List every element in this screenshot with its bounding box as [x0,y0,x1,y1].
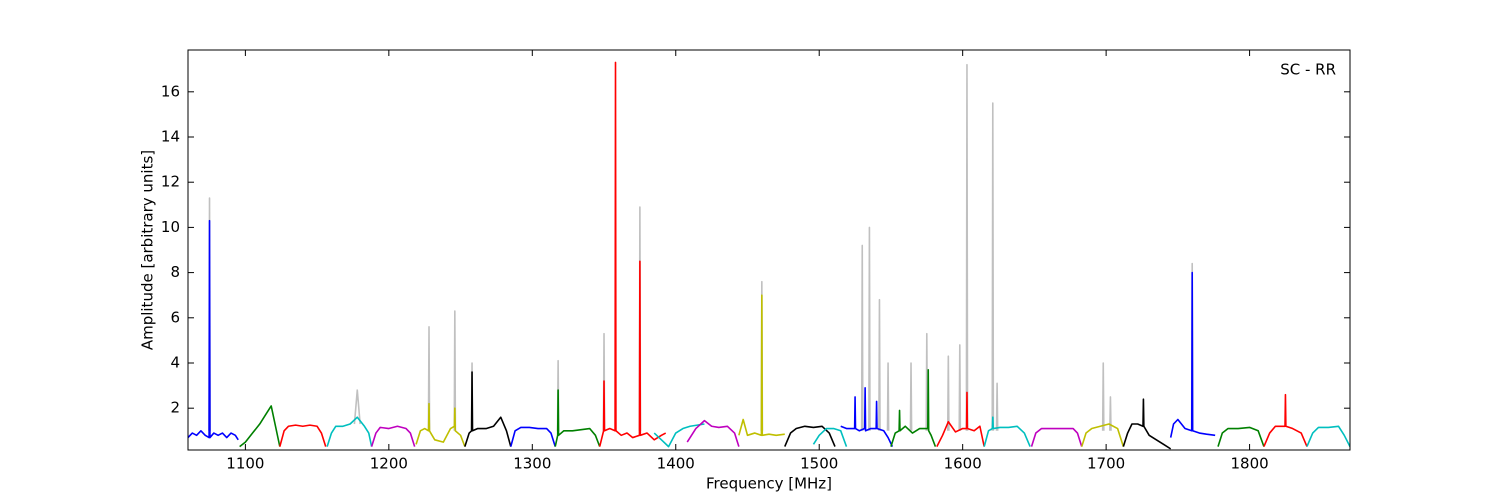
plot-area [188,61,1350,450]
y-tick-label: 14 [161,128,180,146]
spectrum-line [1217,426,1265,447]
spectrum-line [239,405,281,448]
y-tick-label: 6 [170,308,180,326]
spectrum-line [890,368,937,447]
spectrum-line [840,387,894,447]
x-axis-label: Frequency [MHz] [706,475,832,493]
x-tick-label: 1800 [1230,455,1268,473]
y-tick-label: 2 [170,399,180,417]
spectrum-line [415,402,466,447]
spectrum-line [1306,425,1350,447]
spectrum-line [1263,393,1308,447]
x-tick-label: 1100 [226,455,264,473]
x-tick-label: 1400 [657,455,695,473]
spectrum-line [279,424,327,447]
annotation: SC - RR [1280,61,1336,79]
spectrum-line [812,427,848,447]
x-tick-label: 1300 [513,455,551,473]
y-tick-label: 16 [161,82,180,100]
x-tick-label: 1500 [800,455,838,473]
y-tick-label: 8 [170,263,180,281]
spectrum-line [738,294,785,437]
axes-frame [187,49,1351,451]
spectrum-line [653,423,705,448]
spectrum-line [370,425,416,447]
x-tick-label: 1600 [944,455,982,473]
spectrum-line [188,219,239,441]
spectrum-line [326,416,373,447]
spectrum-line [598,61,667,447]
y-tick-label: 10 [161,218,180,236]
x-tick-label: 1200 [370,455,408,473]
spectrum-line [1169,271,1216,438]
spectrum-line [936,391,985,447]
y-axis-label: Amplitude [arbitrary units] [139,150,157,350]
spectrum-line [1080,423,1125,447]
x-tick-label: 1700 [1087,455,1125,473]
spectrum-line [464,371,512,447]
y-tick-label: 4 [170,353,180,371]
spectrum-line [1030,427,1083,447]
spectrum-line [1122,398,1172,450]
spectrum-line [686,419,740,447]
spectrum-line [510,426,557,447]
spectrum-line [983,416,1031,447]
y-tick-label: 12 [161,173,180,191]
spectrum-line [784,425,836,447]
spectrum-line [208,63,1194,431]
spectrum-line [554,389,601,447]
